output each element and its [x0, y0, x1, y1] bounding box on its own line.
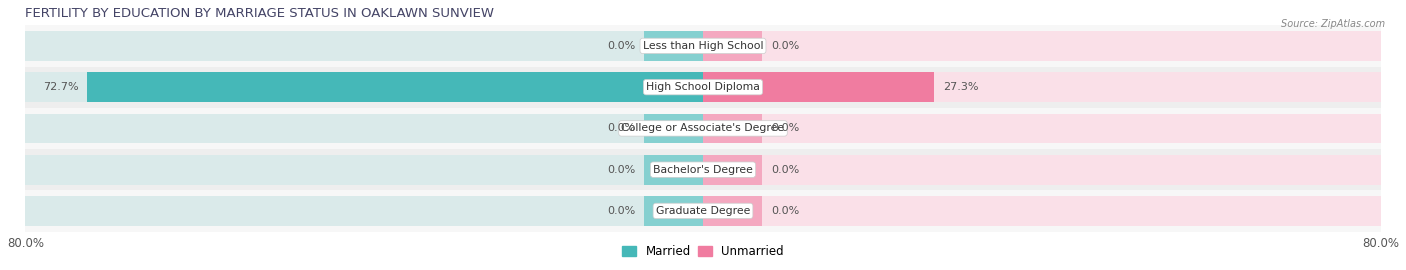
Bar	[703, 31, 762, 61]
Bar	[703, 196, 762, 226]
Text: 0.0%: 0.0%	[770, 123, 799, 133]
Text: 0.0%: 0.0%	[607, 206, 636, 216]
Bar	[703, 72, 1381, 102]
Bar	[25, 114, 703, 143]
Text: FERTILITY BY EDUCATION BY MARRIAGE STATUS IN OAKLAWN SUNVIEW: FERTILITY BY EDUCATION BY MARRIAGE STATU…	[25, 7, 495, 20]
Bar	[703, 114, 1381, 143]
Text: 0.0%: 0.0%	[770, 165, 799, 175]
Text: 27.3%: 27.3%	[942, 82, 979, 92]
Bar	[703, 31, 1381, 61]
Bar	[703, 155, 762, 184]
Text: 0.0%: 0.0%	[607, 165, 636, 175]
Bar	[87, 72, 703, 102]
Bar	[25, 108, 1381, 149]
Text: High School Diploma: High School Diploma	[647, 82, 759, 92]
Bar	[644, 114, 703, 143]
Text: College or Associate's Degree: College or Associate's Degree	[621, 123, 785, 133]
Text: Less than High School: Less than High School	[643, 41, 763, 51]
Bar	[703, 155, 1381, 184]
Bar	[703, 196, 1381, 226]
Bar	[25, 66, 1381, 108]
Text: Bachelor's Degree: Bachelor's Degree	[652, 165, 754, 175]
Bar	[25, 190, 1381, 232]
Text: 0.0%: 0.0%	[770, 206, 799, 216]
Text: Source: ZipAtlas.com: Source: ZipAtlas.com	[1281, 19, 1385, 29]
Text: Graduate Degree: Graduate Degree	[655, 206, 751, 216]
Bar	[25, 31, 703, 61]
Text: 0.0%: 0.0%	[607, 123, 636, 133]
Bar	[25, 149, 1381, 190]
Bar	[644, 155, 703, 184]
Bar	[25, 72, 703, 102]
Bar	[703, 72, 934, 102]
Bar	[25, 25, 1381, 66]
Text: 0.0%: 0.0%	[770, 41, 799, 51]
Text: 0.0%: 0.0%	[607, 41, 636, 51]
Text: 72.7%: 72.7%	[44, 82, 79, 92]
Bar	[644, 31, 703, 61]
Bar	[703, 114, 762, 143]
Bar	[25, 196, 703, 226]
Bar	[25, 155, 703, 184]
Bar	[644, 196, 703, 226]
Legend: Married, Unmarried: Married, Unmarried	[617, 240, 789, 263]
